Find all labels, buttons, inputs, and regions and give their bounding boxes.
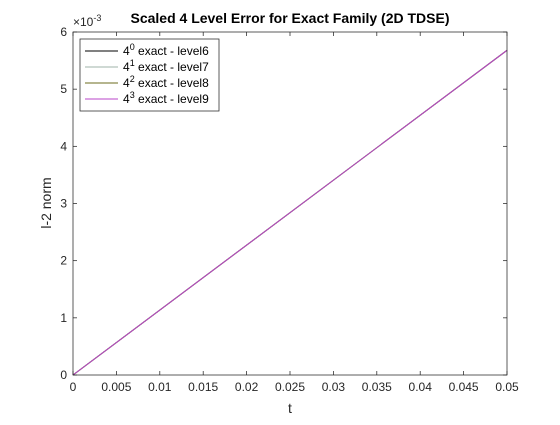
- y-axis-exponent: ×10-3: [73, 13, 101, 29]
- exponent-power: -3: [93, 13, 101, 23]
- x-tick-label: 0.025: [275, 380, 305, 394]
- legend-label-4: 43 exact - level9: [123, 90, 209, 106]
- x-tick-label: 0.05: [495, 380, 519, 394]
- x-tick-label: 0.035: [362, 380, 392, 394]
- axes-layer: 0 0.005 0.01 0.015 0.02 0.025 0.03 0.035 0.04 0.0…: [60, 25, 519, 394]
- series-layer: [72, 49, 508, 376]
- y-tick-label: 1: [60, 311, 67, 325]
- x-tick-label: 0.045: [449, 380, 479, 394]
- y-tick-label: 5: [60, 82, 67, 96]
- x-tick-label: 0.005: [101, 380, 131, 394]
- series-line-4: [72, 49, 508, 376]
- y-tick-label: 0: [60, 368, 67, 382]
- exponent-base: ×10: [73, 15, 94, 29]
- legend-label-2: 41 exact - level7: [123, 58, 209, 74]
- x-tick-label: 0.01: [148, 380, 172, 394]
- x-tick-label: 0.02: [235, 380, 259, 394]
- x-axis-label: t: [288, 400, 292, 416]
- legend-label-3: 42 exact - level8: [123, 74, 209, 90]
- x-tick-label: 0.04: [409, 380, 433, 394]
- y-tick-label: 6: [60, 25, 67, 39]
- x-tick-label: 0.015: [188, 380, 218, 394]
- y-axis-label: l-2 norm: [38, 177, 54, 228]
- y-tick-label: 4: [60, 139, 67, 153]
- x-tick-label: 0.03: [322, 380, 346, 394]
- chart-title: Scaled 4 Level Error for Exact Family (2…: [130, 10, 449, 26]
- y-tick-label: 3: [60, 197, 67, 211]
- legend-label-1: 40 exact - level6: [123, 42, 209, 58]
- x-tick-label: 0: [70, 380, 77, 394]
- y-tick-label: 2: [60, 254, 67, 268]
